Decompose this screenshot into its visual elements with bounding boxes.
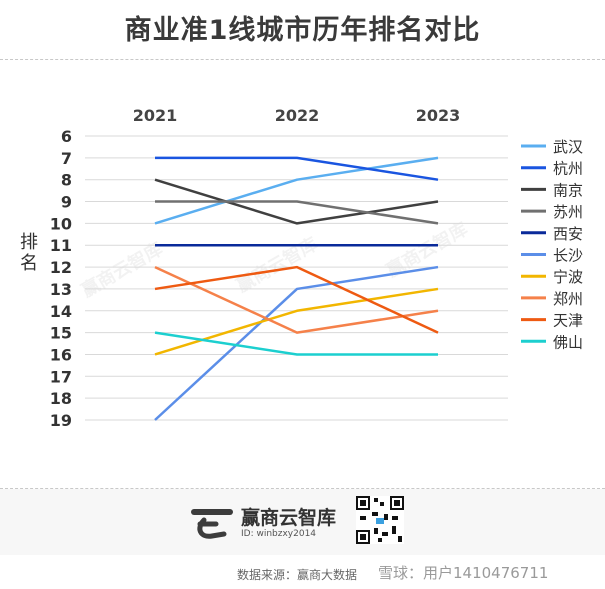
y-tick-label: 18 — [50, 389, 72, 408]
y-tick-label: 16 — [50, 345, 72, 364]
series-line-天津 — [154, 265, 439, 334]
watermark-text: 赢商云智库 — [383, 218, 472, 282]
chart-title: 商业准1线城市历年排名对比 — [124, 15, 481, 46]
legend-label: 武汉 — [553, 138, 583, 156]
footer-band — [0, 489, 605, 555]
series-line-长沙 — [154, 265, 439, 421]
legend-label: 天津 — [553, 312, 583, 330]
x-tick-label: 2021 — [133, 106, 178, 125]
y-tick-label: 14 — [50, 302, 72, 321]
legend-label: 西安 — [553, 225, 583, 243]
watermark-text: 赢商云智库 — [78, 238, 167, 302]
series-line-南京 — [154, 178, 439, 225]
series-line-宁波 — [154, 287, 439, 356]
legend-label: 长沙 — [553, 247, 583, 265]
y-tick-label: 8 — [61, 171, 72, 190]
series-line-郑州 — [154, 265, 439, 334]
footer-divider — [0, 488, 605, 489]
line-chart: 赢商云智库 赢商云智库 赢商云智库 2021 2022 2023 67891011121… — [50, 106, 583, 430]
brand-name: 赢商云智库 — [241, 507, 337, 529]
series-line-苏州 — [155, 200, 439, 225]
series-line-武汉 — [154, 156, 439, 225]
series-lines — [154, 156, 439, 421]
y-tick-label: 6 — [61, 127, 72, 146]
brand-id: ID: winbzxy2014 — [241, 529, 317, 539]
y-tick-label: 17 — [50, 367, 72, 386]
x-tick-labels: 2021 2022 2023 — [133, 106, 461, 125]
x-tick-label: 2023 — [416, 106, 461, 125]
top-divider — [0, 59, 605, 60]
x-tick-label: 2022 — [275, 106, 320, 125]
legend-label: 郑州 — [553, 290, 583, 308]
y-tick-label: 7 — [61, 149, 72, 168]
series-line-杭州 — [155, 156, 439, 181]
y-tick-label: 15 — [50, 324, 72, 343]
user-watermark: 雪球：用户1410476711 — [378, 564, 549, 582]
legend-label: 南京 — [553, 181, 583, 199]
legend-label: 佛山 — [553, 333, 583, 351]
legend-label: 宁波 — [553, 268, 583, 286]
y-tick-labels: 6 7 8 9 10 11 12 13 14 15 16 17 18 19 — [50, 127, 72, 430]
y-tick-label: 13 — [50, 280, 72, 299]
y-tick-label: 10 — [50, 214, 72, 233]
y-tick-label: 11 — [50, 236, 72, 255]
qr-code-icon — [356, 496, 404, 544]
series-line-佛山 — [154, 331, 438, 356]
brand-logo-icon — [191, 509, 233, 539]
y-tick-label: 19 — [50, 411, 72, 430]
legend-label: 杭州 — [553, 160, 583, 178]
legend-label: 苏州 — [553, 203, 583, 221]
y-tick-label: 12 — [50, 258, 72, 277]
y-axis-label: 排名 — [20, 232, 38, 274]
y-tick-label: 9 — [61, 193, 72, 212]
data-source-note: 数据来源：赢商大数据 — [237, 568, 358, 582]
